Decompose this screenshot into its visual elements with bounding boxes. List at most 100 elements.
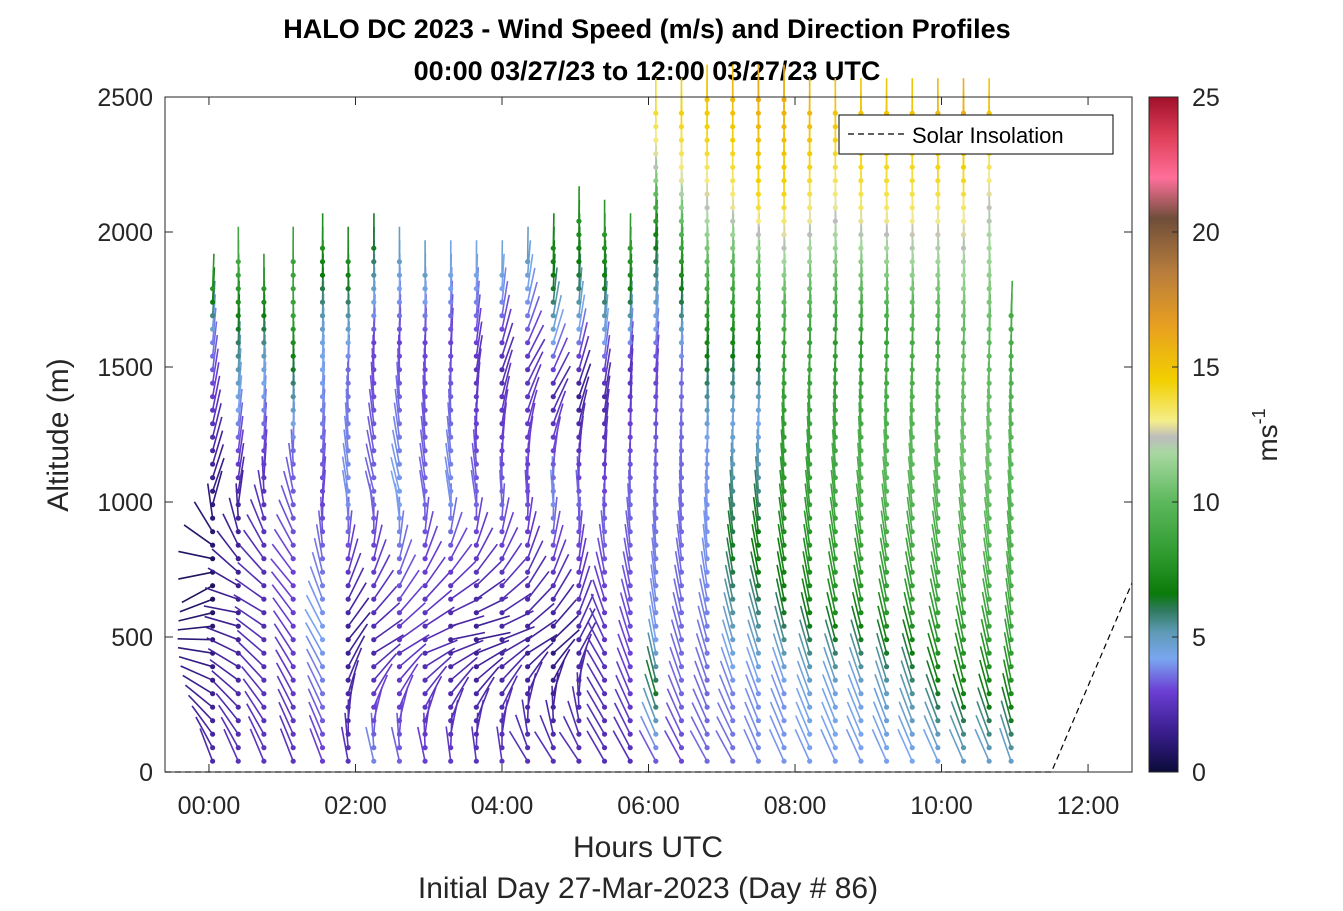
wind-barb-dot bbox=[627, 272, 633, 278]
wind-barb-shaft bbox=[728, 483, 734, 519]
wind-barb-dot bbox=[858, 731, 864, 737]
wind-barb-dot bbox=[858, 353, 864, 359]
wind-barb-shaft bbox=[341, 456, 349, 492]
wind-barb-dot bbox=[473, 677, 479, 683]
wind-barb-shaft bbox=[629, 334, 634, 370]
wind-barb-dot bbox=[807, 245, 813, 251]
wind-barb-dot bbox=[448, 394, 454, 400]
wind-barb-dot bbox=[235, 637, 241, 643]
wind-barb-shaft bbox=[178, 571, 213, 580]
wind-barb-shaft bbox=[981, 605, 990, 640]
wind-barb-dot bbox=[422, 434, 428, 440]
wind-barb-shaft bbox=[195, 716, 214, 749]
wind-barb-shaft bbox=[526, 267, 536, 303]
wind-barb-shaft bbox=[552, 660, 565, 694]
wind-barb-shaft bbox=[906, 510, 914, 546]
wind-barb-dot bbox=[653, 232, 659, 238]
wind-barb-dot bbox=[807, 542, 813, 548]
wind-barb-dot bbox=[807, 475, 813, 481]
wind-barb-dot bbox=[319, 677, 326, 683]
wind-barb-dot bbox=[960, 205, 967, 211]
wind-barb-dot bbox=[832, 475, 838, 481]
wind-barb-dot bbox=[960, 434, 967, 440]
wind-barb-shaft bbox=[526, 281, 538, 316]
wind-barb-dot bbox=[909, 475, 915, 481]
wind-barb-shaft bbox=[211, 670, 239, 695]
wind-barb-dot bbox=[678, 664, 685, 670]
wind-barbs bbox=[177, 64, 1014, 764]
wind-barb-shaft bbox=[794, 728, 811, 762]
wind-barb-shaft bbox=[853, 551, 862, 586]
wind-barb-dot bbox=[525, 691, 531, 697]
wind-barb-dot bbox=[473, 502, 479, 508]
wind-barb-dot bbox=[883, 191, 890, 197]
wind-barb-dot bbox=[396, 569, 403, 575]
wind-barb-dot bbox=[396, 596, 403, 602]
wind-barb-dot bbox=[396, 286, 403, 292]
wind-barb-dot bbox=[935, 353, 941, 359]
wind-barb-dot bbox=[1008, 704, 1014, 710]
wind-barb-dot bbox=[396, 758, 403, 764]
wind-barb-dot bbox=[448, 488, 454, 494]
wind-barb-shaft bbox=[279, 728, 294, 762]
wind-barb-shaft bbox=[501, 281, 509, 316]
wind-barb-dot bbox=[832, 421, 838, 427]
wind-barb-dot bbox=[678, 623, 685, 629]
wind-barb-dot bbox=[396, 272, 403, 278]
wind-barb-dot bbox=[550, 353, 556, 359]
wind-barb-dot bbox=[345, 380, 351, 386]
wind-barb-dot bbox=[319, 691, 326, 697]
wind-barb-shaft bbox=[857, 429, 862, 465]
wind-barb-shaft bbox=[421, 388, 426, 424]
wind-barb-dot bbox=[261, 677, 267, 683]
wind-barb-dot bbox=[345, 272, 351, 278]
x-axis: 00:00 02:00 04:00 06:00 08:00 10:00 12:00 bbox=[178, 97, 1119, 820]
wind-barb-dot bbox=[935, 515, 941, 521]
wind-barb-shaft bbox=[772, 633, 785, 667]
legend-label: Solar Insolation bbox=[912, 123, 1064, 148]
wind-barb-dot bbox=[960, 353, 967, 359]
wind-barb-dot bbox=[473, 664, 479, 670]
wind-barb-dot bbox=[499, 299, 505, 305]
wind-barb-shaft bbox=[959, 456, 965, 492]
wind-barb-shaft bbox=[806, 415, 811, 451]
wind-barb-dot bbox=[345, 448, 351, 454]
wind-barb-dot bbox=[396, 556, 403, 562]
wind-barb-dot bbox=[832, 502, 838, 508]
wind-barb-dot bbox=[396, 583, 403, 589]
wind-barb-shaft bbox=[828, 524, 837, 559]
wind-barb-shaft bbox=[883, 415, 888, 451]
wind-barb-dot bbox=[345, 704, 351, 710]
wind-barb-shaft bbox=[340, 726, 349, 762]
wind-barb-shaft bbox=[1000, 700, 1012, 735]
wind-barb-dot bbox=[986, 556, 992, 562]
wind-barb-shaft bbox=[1004, 591, 1012, 627]
wind-barb-dot bbox=[909, 637, 915, 643]
wind-barb-dot bbox=[422, 313, 428, 319]
wind-barb-shaft bbox=[984, 496, 990, 532]
wind-barb-dot bbox=[909, 326, 915, 332]
wind-barb-dot bbox=[832, 218, 838, 224]
wind-barb-shaft bbox=[978, 673, 990, 708]
wind-barb-shaft bbox=[552, 568, 572, 600]
wind-barb-shaft bbox=[694, 660, 708, 694]
wind-barb-shaft bbox=[578, 402, 586, 438]
wind-barb-dot bbox=[755, 461, 761, 467]
wind-barb-dot bbox=[730, 367, 736, 373]
wind-barb-dot bbox=[935, 326, 941, 332]
wind-barb-dot bbox=[678, 380, 685, 386]
wind-barb-dot bbox=[235, 313, 241, 319]
wind-barb-dot bbox=[525, 664, 531, 670]
wind-barb-shaft bbox=[755, 442, 760, 478]
legend-box bbox=[838, 114, 1114, 155]
wind-barb-dot bbox=[935, 394, 941, 400]
wind-barb-dot bbox=[704, 367, 710, 373]
wind-barb-shaft bbox=[373, 554, 391, 587]
wind-barb-shaft bbox=[926, 660, 939, 694]
wind-barb-dot bbox=[832, 151, 838, 157]
wind-barb-dot bbox=[781, 704, 787, 710]
wind-barb-dot bbox=[499, 691, 505, 697]
wind-barb-dot bbox=[678, 475, 685, 481]
wind-barb-shaft bbox=[619, 592, 631, 627]
wind-barb-dot bbox=[755, 326, 761, 332]
